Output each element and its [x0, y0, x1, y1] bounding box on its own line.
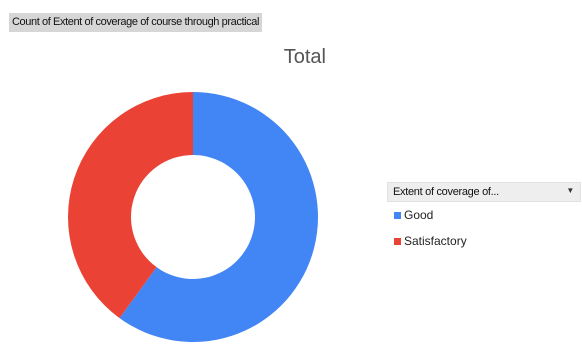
- legend-swatch-good: [394, 211, 401, 219]
- legend-label-good: Good: [404, 208, 434, 222]
- chevron-down-icon[interactable]: ▼: [566, 186, 574, 195]
- legend-field-label: Extent of coverage of...: [393, 186, 499, 198]
- chart-title: Total: [283, 46, 326, 68]
- legend-item-satisfactory[interactable]: Satisfactory: [394, 234, 467, 248]
- donut-slice-good[interactable]: [119, 92, 318, 342]
- value-field-button[interactable]: Count of Extent of coverage of course th…: [9, 13, 263, 32]
- legend-field-filter-button[interactable]: Extent of coverage of... ▼: [387, 182, 581, 202]
- donut-slice-satisfactory[interactable]: [67, 92, 193, 319]
- legend-label-satisfactory: Satisfactory: [404, 234, 467, 248]
- legend-item-good[interactable]: Good: [394, 208, 433, 222]
- legend-swatch-satisfactory: [394, 237, 401, 245]
